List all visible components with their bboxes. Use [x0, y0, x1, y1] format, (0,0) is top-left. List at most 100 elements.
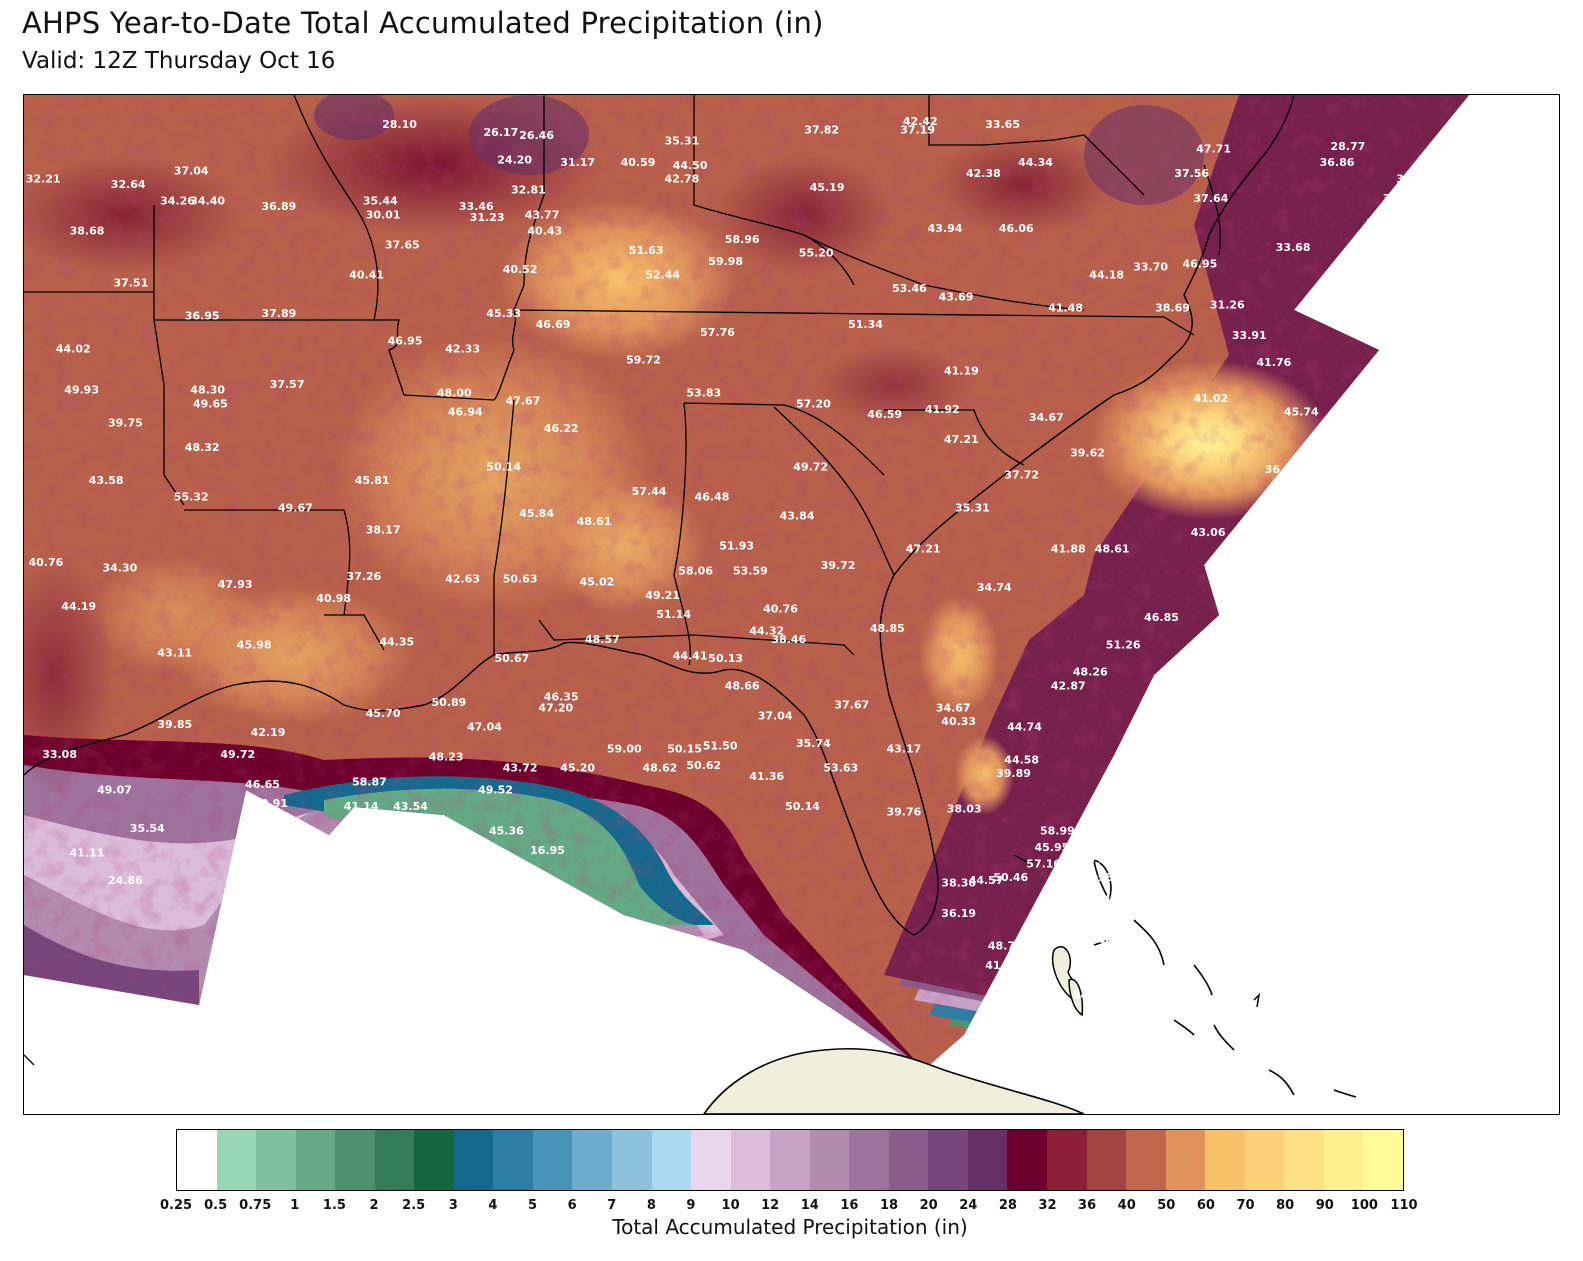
- colorbar-tick-label: 80: [1276, 1198, 1295, 1213]
- station-value: 40.59: [621, 156, 656, 169]
- station-value: 42.87: [1051, 679, 1086, 692]
- station-value: 48.61: [577, 515, 612, 528]
- station-value: 51.14: [656, 608, 691, 621]
- colorbar-tick-label: 12: [761, 1198, 780, 1213]
- station-value: 48.00: [437, 386, 472, 399]
- station-value: 37.04: [174, 164, 209, 177]
- station-value: 53.59: [733, 564, 768, 577]
- station-value: 17.19: [385, 855, 420, 868]
- station-value: 49.93: [64, 384, 99, 397]
- colorbar-swatch: [888, 1130, 929, 1190]
- colorbar-tick-label: 8: [646, 1198, 656, 1213]
- colorbar-swatch: [1284, 1130, 1324, 1190]
- station-value: 48.57: [585, 633, 620, 646]
- station-value: 40.43: [527, 225, 562, 238]
- station-value: 53.46: [892, 282, 927, 295]
- station-value: 38.54: [1418, 290, 1453, 303]
- station-value: 37.65: [385, 238, 420, 251]
- station-value: 50.14: [785, 800, 820, 813]
- colorbar-tick-label: 5: [527, 1198, 538, 1213]
- colorbar-tick-label: 0.5: [204, 1198, 228, 1213]
- station-value: 45.02: [580, 575, 615, 588]
- station-value: 58.06: [678, 564, 713, 577]
- station-value: 24.86: [108, 874, 143, 887]
- station-value: 51.63: [629, 244, 664, 257]
- station-value: 49.43: [1399, 312, 1434, 325]
- station-value: 42.19: [251, 726, 286, 739]
- station-value: 47.93: [218, 578, 253, 591]
- station-value: 37.26: [347, 570, 382, 583]
- station-value: 33.08: [42, 748, 77, 761]
- colorbar-tick-label: 9: [686, 1198, 696, 1213]
- station-value: 35.86: [1418, 154, 1453, 167]
- station-value: 48.61: [1095, 543, 1130, 556]
- station-value: 51.50: [703, 740, 738, 753]
- station-value: 43.84: [1320, 477, 1355, 490]
- colorbar-tick-label: 100: [1350, 1198, 1378, 1213]
- station-value: 41.14: [344, 800, 379, 813]
- station-value: 39.62: [1070, 447, 1105, 460]
- colorbar-tick-label: 4: [488, 1198, 498, 1213]
- station-value: 39.69: [1336, 406, 1371, 419]
- colorbar-swatch: [453, 1130, 494, 1190]
- station-value: 44.41: [673, 649, 708, 662]
- colorbar-tick-label: 0.25: [159, 1198, 193, 1213]
- station-value: 46.48: [695, 490, 730, 503]
- colorbar-tick-label: 16: [840, 1198, 859, 1213]
- station-value: 49.52: [478, 784, 513, 797]
- station-value: 44.34: [1018, 156, 1053, 169]
- colorbar-swatch: [493, 1130, 533, 1190]
- station-value: 47.04: [467, 721, 502, 734]
- station-value: 34.40: [190, 195, 225, 208]
- precip-map[interactable]: 28.10 26.17 26.46 35.31 37.82 42.42 37.19 33.65…: [23, 94, 1560, 1115]
- station-value: 46.59: [867, 408, 902, 421]
- colorbar-swatch: [849, 1130, 889, 1190]
- station-value: 48.30: [190, 384, 225, 397]
- station-value: 50.89: [432, 696, 467, 709]
- station-value: 35.54: [130, 822, 165, 835]
- station-value: 37.72: [1004, 469, 1039, 482]
- station-value: 42.63: [445, 573, 480, 586]
- station-value: 45.70: [366, 707, 401, 720]
- station-value: 37.82: [804, 123, 839, 136]
- station-value: 37.60: [1081, 855, 1116, 868]
- coastline: [24, 95, 1295, 936]
- station-value: 46.85: [1144, 611, 1179, 624]
- colorbar-tick-label: 10: [721, 1198, 740, 1213]
- station-value: 26.46: [519, 129, 554, 142]
- station-value: 36.64: [1265, 463, 1300, 476]
- colorbar-swatch: [572, 1130, 613, 1190]
- station-value: 53.40: [1095, 962, 1130, 975]
- station-value: 43.06: [1191, 526, 1226, 539]
- station-value: 45.36: [489, 825, 524, 838]
- colorbar-swatch: [967, 1130, 1008, 1190]
- station-value: 36.17: [1487, 159, 1522, 172]
- station-value: 40.76: [763, 603, 798, 616]
- station-value: 44.74: [1007, 721, 1042, 734]
- colorbar-swatch: [374, 1130, 415, 1190]
- colorbar-swatch: [414, 1130, 454, 1190]
- station-value: 57.47: [1084, 893, 1119, 906]
- station-value: 44.57: [969, 874, 1004, 887]
- colorbar-swatch: [1126, 1130, 1166, 1190]
- colorbar-swatch: [1244, 1130, 1285, 1190]
- colorbar-swatch: [651, 1130, 692, 1190]
- station-value: 48.62: [643, 762, 678, 775]
- station-value: 42.38: [966, 167, 1001, 180]
- station-value: 49.65: [193, 397, 228, 410]
- caribbean-land: [703, 854, 1357, 1114]
- station-value: 43.54: [393, 800, 428, 813]
- station-value: 42.11: [1240, 559, 1275, 572]
- station-value: 58.96: [725, 233, 760, 246]
- station-value: 32.69: [1481, 123, 1516, 136]
- station-value: 34.11: [1366, 217, 1401, 230]
- station-value: 43.58: [89, 474, 124, 487]
- state-borders: [24, 95, 1221, 1066]
- station-value: 59.72: [626, 353, 661, 366]
- station-value: 48.23: [429, 751, 464, 764]
- colorbar-tick-label: 2.5: [402, 1198, 426, 1213]
- station-value: 54.30: [1073, 989, 1108, 1002]
- station-value: 42.78: [665, 173, 700, 186]
- station-value: 45.84: [519, 507, 554, 520]
- colorbar-swatch: [1323, 1130, 1364, 1190]
